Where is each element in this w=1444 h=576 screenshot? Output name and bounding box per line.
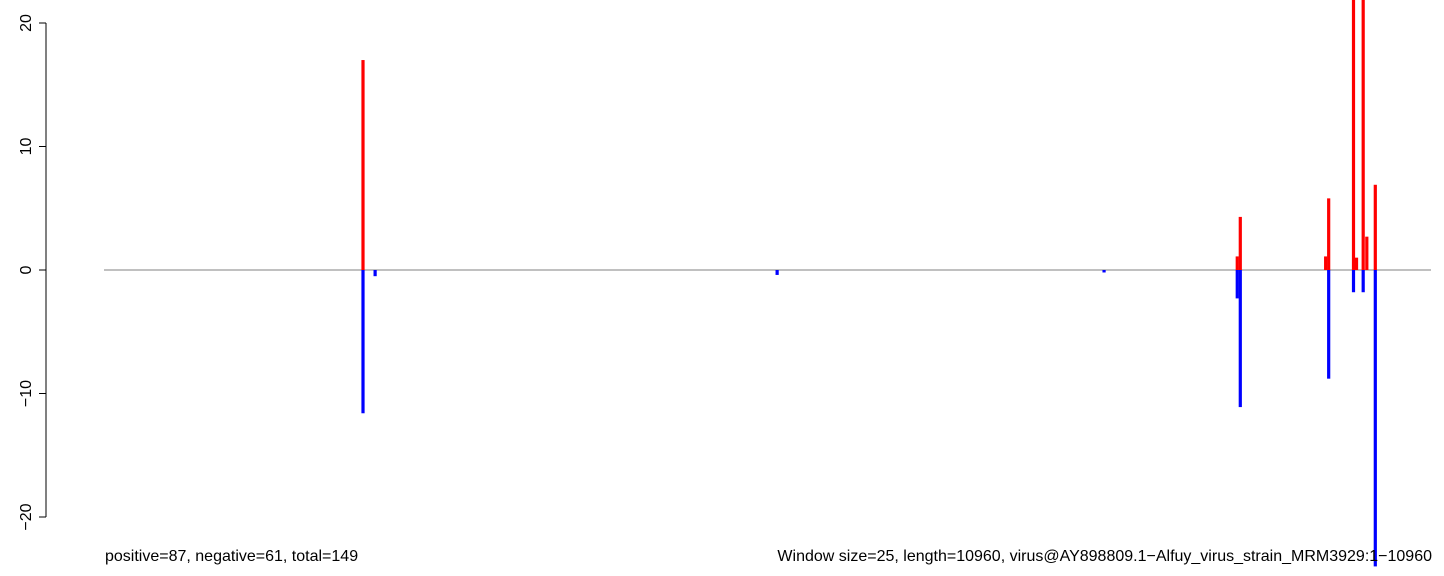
y-axis: −20 −10 0 10 20 [18, 14, 47, 531]
y-tick-label: −10 [18, 380, 35, 407]
y-tick-label: 0 [18, 265, 35, 274]
positive-bar [1324, 256, 1328, 270]
positive-bar [1354, 257, 1359, 270]
negative-bar [1238, 270, 1242, 408]
negative-bar [1235, 270, 1239, 299]
negative-bar [775, 270, 779, 275]
positive-bar [1373, 184, 1377, 270]
positive-bar [361, 60, 365, 270]
negative-bar [361, 270, 365, 414]
positive-bar [1327, 198, 1331, 270]
footer-info: Window size=25, length=10960, virus@AY89… [777, 548, 1432, 565]
bars [361, 0, 1377, 567]
footer-stats: positive=87, negative=61, total=149 [105, 548, 358, 565]
y-tick-label: −20 [18, 503, 35, 530]
y-tick-label: 20 [18, 14, 35, 32]
positive-bar [1361, 0, 1365, 270]
positive-bar [1235, 256, 1239, 270]
negative-bar [1102, 270, 1106, 273]
negative-bar [1351, 270, 1356, 293]
negative-bar [1327, 270, 1331, 379]
positive-bar [1365, 236, 1369, 270]
positive-bar [1238, 216, 1242, 270]
negative-bar [1361, 270, 1365, 293]
negative-bar [1373, 270, 1377, 567]
y-tick-label: 10 [18, 138, 35, 156]
positive-bar [1351, 0, 1356, 270]
negative-bar [373, 270, 377, 277]
